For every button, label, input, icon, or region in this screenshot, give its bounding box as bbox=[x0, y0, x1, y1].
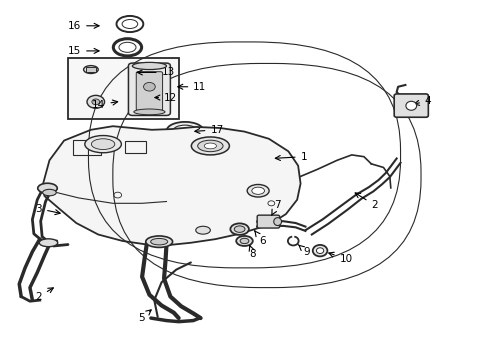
Text: 7: 7 bbox=[271, 200, 280, 215]
Text: 6: 6 bbox=[254, 231, 265, 246]
Circle shape bbox=[143, 82, 155, 91]
Text: 8: 8 bbox=[249, 246, 256, 258]
Text: 17: 17 bbox=[195, 125, 223, 135]
Ellipse shape bbox=[240, 238, 248, 244]
Ellipse shape bbox=[150, 238, 167, 245]
Text: 2: 2 bbox=[354, 193, 377, 210]
Text: 12: 12 bbox=[155, 93, 177, 103]
Text: 14: 14 bbox=[92, 100, 118, 110]
Text: 1: 1 bbox=[275, 152, 306, 162]
Ellipse shape bbox=[119, 42, 136, 52]
Ellipse shape bbox=[316, 248, 323, 253]
Bar bbox=[68, 58, 179, 119]
Ellipse shape bbox=[38, 183, 57, 193]
Ellipse shape bbox=[145, 236, 172, 247]
Ellipse shape bbox=[91, 139, 115, 149]
Ellipse shape bbox=[191, 137, 229, 155]
Ellipse shape bbox=[204, 143, 216, 149]
Ellipse shape bbox=[234, 226, 244, 232]
Wedge shape bbox=[291, 233, 295, 241]
Text: 15: 15 bbox=[68, 46, 99, 56]
Ellipse shape bbox=[405, 101, 416, 110]
Ellipse shape bbox=[230, 224, 248, 235]
Ellipse shape bbox=[122, 19, 138, 28]
Ellipse shape bbox=[251, 187, 264, 194]
FancyBboxPatch shape bbox=[136, 72, 162, 111]
Text: 13: 13 bbox=[137, 67, 175, 77]
Ellipse shape bbox=[42, 189, 56, 196]
Ellipse shape bbox=[132, 62, 166, 69]
Text: 11: 11 bbox=[178, 82, 206, 92]
Ellipse shape bbox=[312, 245, 327, 256]
Ellipse shape bbox=[195, 226, 210, 234]
Ellipse shape bbox=[134, 109, 164, 115]
Ellipse shape bbox=[173, 125, 196, 136]
FancyBboxPatch shape bbox=[257, 215, 279, 228]
Polygon shape bbox=[42, 126, 300, 245]
Text: 9: 9 bbox=[298, 244, 309, 257]
Text: 16: 16 bbox=[68, 21, 99, 31]
Text: 3: 3 bbox=[36, 204, 60, 215]
Ellipse shape bbox=[39, 239, 58, 247]
Text: 5: 5 bbox=[138, 310, 151, 323]
FancyBboxPatch shape bbox=[393, 94, 427, 117]
FancyBboxPatch shape bbox=[128, 63, 170, 116]
Ellipse shape bbox=[197, 140, 223, 152]
Text: 2: 2 bbox=[36, 288, 53, 302]
Ellipse shape bbox=[84, 135, 121, 153]
Ellipse shape bbox=[246, 184, 268, 197]
Ellipse shape bbox=[236, 236, 252, 246]
Ellipse shape bbox=[166, 122, 203, 139]
Circle shape bbox=[92, 99, 100, 105]
Text: 10: 10 bbox=[328, 252, 352, 264]
Ellipse shape bbox=[83, 66, 98, 73]
Text: 4: 4 bbox=[413, 96, 430, 106]
Ellipse shape bbox=[273, 218, 281, 226]
Bar bbox=[86, 67, 96, 72]
Circle shape bbox=[87, 95, 104, 108]
